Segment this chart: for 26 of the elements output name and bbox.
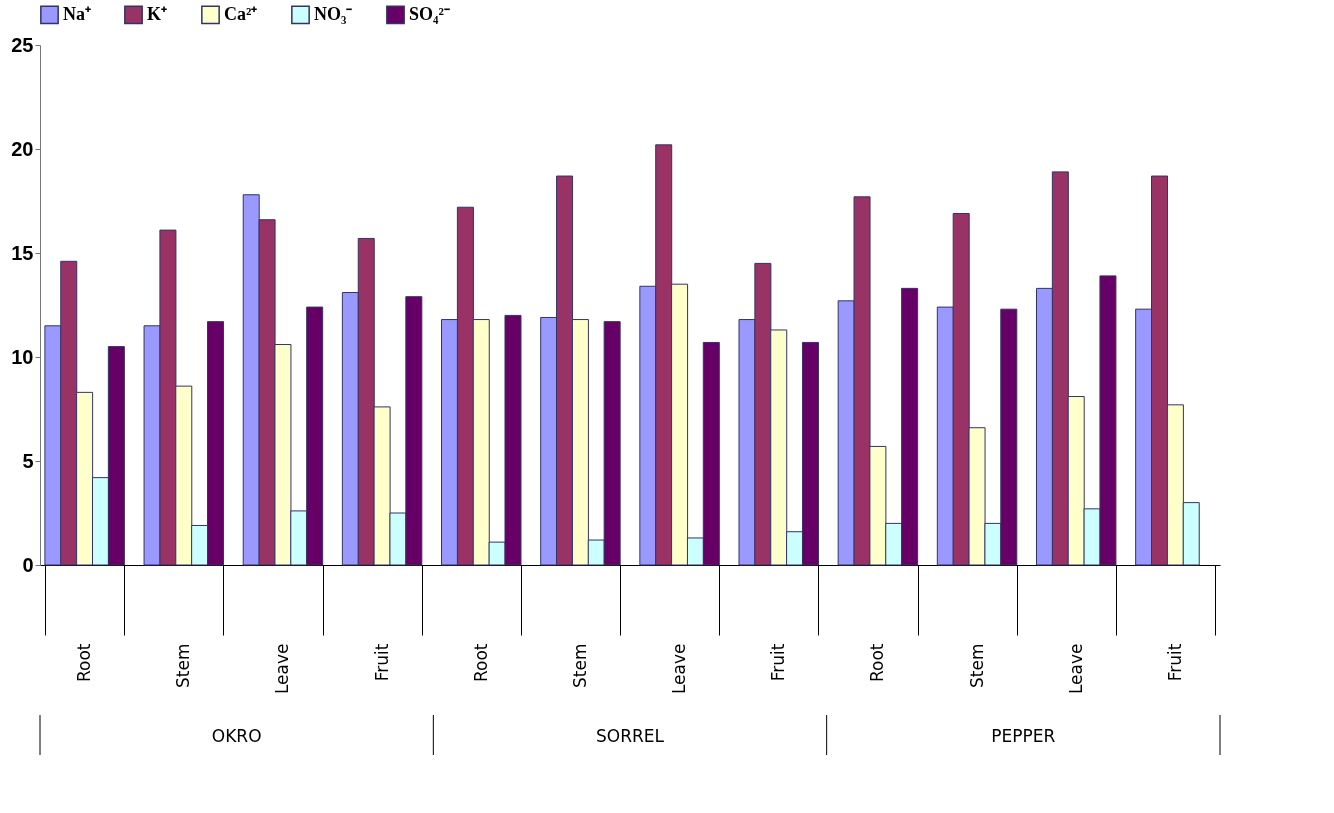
y-tick-label: 0 [22,553,34,576]
y-tick-label: 25 [11,33,34,56]
x-tick-label: Stem [966,643,987,688]
x-tick-label: Root [867,643,888,683]
x-tick-label: Root [470,643,491,683]
text: PEPPER [991,726,1056,746]
x-tick-label: Fruit [371,643,392,682]
legend-label: Ca²⁺ [224,3,258,24]
legend-label: K⁺ [147,3,168,24]
y-tick-label: 15 [11,241,34,264]
x-tick-label: Stem [173,643,194,688]
legend-label: SO₄²⁻ [409,3,450,24]
x-tick-label: Stem [569,643,590,688]
legend-label: Na⁺ [63,3,91,24]
y-tick-label: 10 [11,345,34,368]
x-tick-label: Leave [669,643,690,695]
x-tick-label: Leave [272,643,293,695]
text: OKRO [211,726,262,746]
x-tick-label: Leave [1065,643,1086,695]
x-tick-label: Root [74,643,95,683]
x-tick-label: Fruit [768,643,789,682]
text: SORREL [595,726,665,746]
y-tick-label: 5 [22,449,34,472]
x-tick-label: Fruit [1164,643,1185,682]
legend-label: NO₃⁻ [314,3,353,24]
y-tick-label: 20 [11,137,34,160]
